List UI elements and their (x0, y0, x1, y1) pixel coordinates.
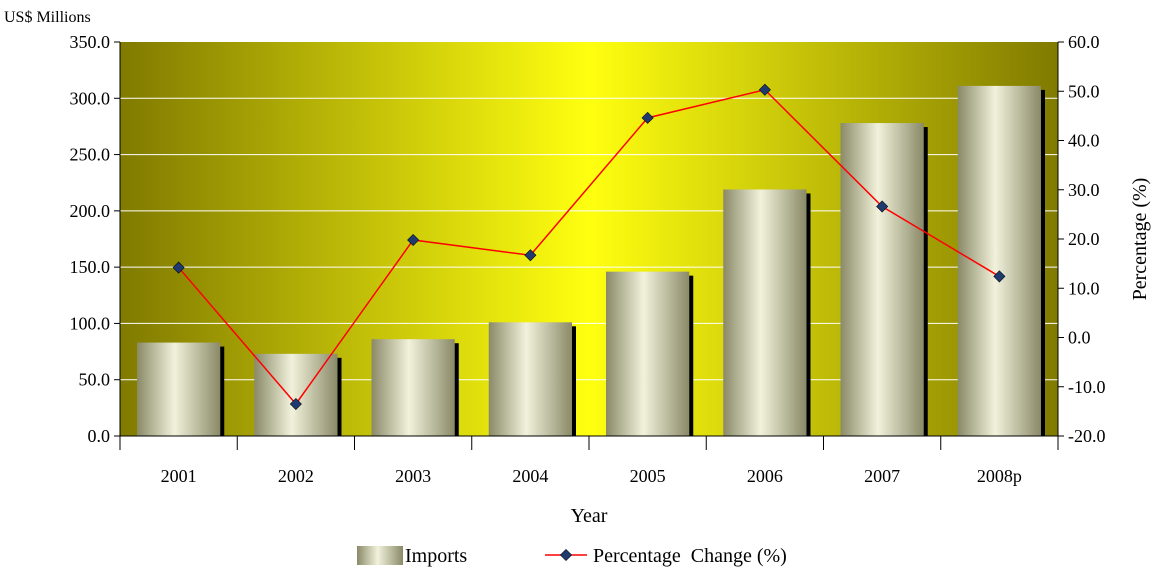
x-tick-label: 2001 (161, 466, 197, 486)
x-axis-title: Year (571, 505, 608, 527)
y2-tick-label: 0.0 (1068, 328, 1091, 348)
line-point (172, 261, 185, 274)
line-point (641, 111, 654, 124)
tick-labels: 0.0 50.0 100.0 150.0 200.0 250.0 300.0 350.0 -20… (70, 32, 1106, 486)
y2-tick-label: 40.0 (1068, 131, 1100, 151)
bar (840, 123, 924, 437)
bar (254, 353, 338, 436)
x-tick-label: 2005 (630, 466, 666, 486)
x-tick-label: 2007 (864, 466, 900, 486)
x-tick-label: 2006 (747, 466, 783, 486)
percentage-line-series (172, 83, 1006, 410)
bar (137, 342, 221, 436)
y-tick-label: 350.0 (70, 32, 111, 52)
y2-tick-label: -20.0 (1068, 426, 1106, 446)
y-tick-label: 0.0 (88, 426, 111, 446)
line-point (407, 233, 420, 246)
y2-tick-label: 50.0 (1068, 81, 1100, 101)
bar (957, 85, 1041, 436)
line-point (876, 200, 889, 213)
line-point (993, 270, 1006, 283)
line-point (524, 249, 537, 262)
y-tick-label: 100.0 (70, 313, 111, 333)
line-point (289, 397, 302, 410)
y-tick-label: 50.0 (79, 370, 111, 390)
y2-tick-label: 20.0 (1068, 229, 1100, 249)
x-tick-label: 2008p (977, 466, 1022, 486)
axes (114, 41, 1064, 450)
y-axis-unit-label: US$ Millions (4, 9, 91, 26)
y-tick-label: 250.0 (70, 145, 111, 165)
legend-label-percentage: Percentage Change (%) (593, 545, 787, 567)
bar (723, 189, 807, 436)
bar (371, 339, 455, 436)
legend-marker-percentage (559, 548, 573, 562)
y2-tick-label: 30.0 (1068, 180, 1100, 200)
y-tick-label: 200.0 (70, 201, 111, 221)
legend: Imports Percentage Change (%) (357, 545, 787, 567)
x-tick-label: 2004 (512, 466, 548, 486)
legend-label-imports: Imports (405, 545, 467, 567)
line-point (758, 83, 771, 96)
y-tick-label: 300.0 (70, 88, 111, 108)
y-tick-label: 150.0 (70, 257, 111, 277)
bars (137, 85, 1045, 437)
percentage-line (178, 88, 1000, 406)
y2-tick-label: 10.0 (1068, 278, 1100, 298)
y2-tick-label: -10.0 (1068, 377, 1106, 397)
bar (488, 322, 572, 436)
x-tick-label: 2002 (278, 466, 314, 486)
y2-axis-title: Percentage (%) (1129, 178, 1151, 301)
legend-swatch-imports (357, 546, 403, 565)
y2-tick-label: 60.0 (1068, 32, 1100, 52)
bar (606, 271, 690, 436)
x-tick-label: 2003 (395, 466, 431, 486)
